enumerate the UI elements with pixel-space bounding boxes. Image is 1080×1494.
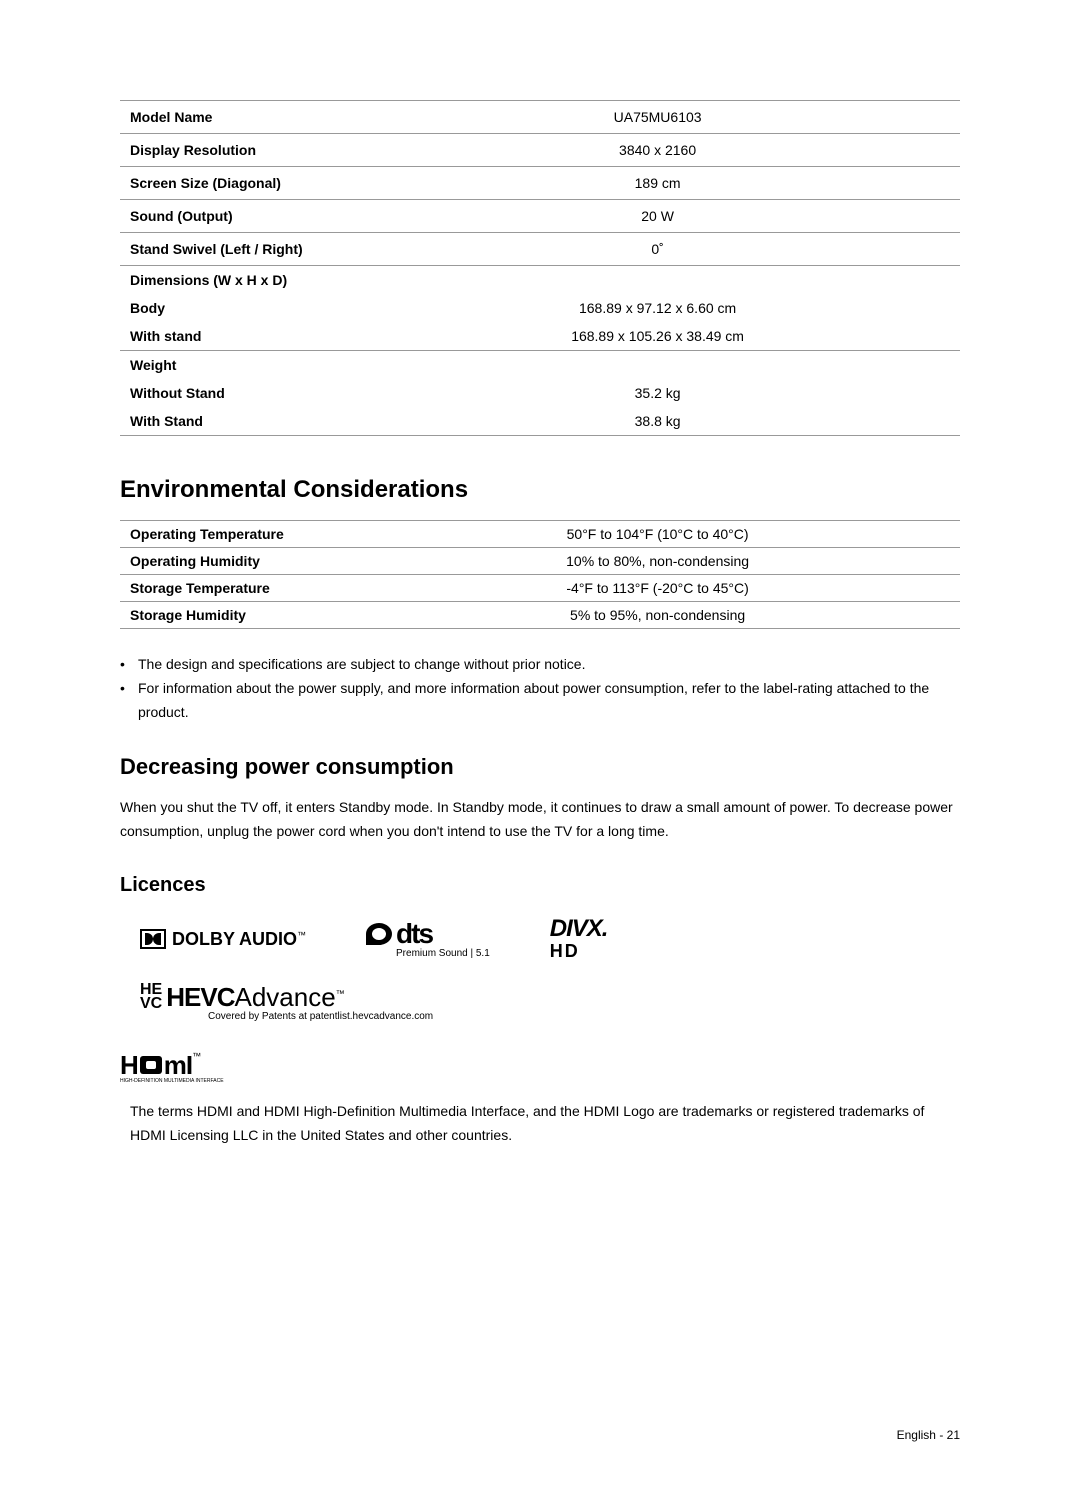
dimensions-stand-value: 168.89 x 105.26 x 38.49 cm	[355, 322, 960, 350]
env-value: -4°F to 113°F (-20°C to 45°C)	[355, 575, 960, 602]
licences-heading: Licences	[120, 874, 960, 897]
hevc-subtitle: Covered by Patents at patentlist.hevcadv…	[208, 1011, 960, 1022]
spec-value: UA75MU6103	[355, 101, 960, 134]
notes-list: The design and specifications are subjec…	[120, 653, 960, 724]
dts-text: dts	[396, 920, 432, 948]
hevc-text: HEVC	[166, 982, 234, 1013]
env-label: Storage Temperature	[120, 575, 355, 602]
spec-label: Model Name	[120, 101, 355, 134]
dimensions-body-value: 168.89 x 97.12 x 6.60 cm	[355, 294, 960, 322]
spec-value-group: 168.89 x 97.12 x 6.60 cm 168.89 x 105.26…	[355, 266, 960, 351]
dimensions-stand-label: With stand	[120, 322, 355, 350]
weight-with-label: With Stand	[120, 407, 355, 435]
divx-hd: HD	[550, 941, 608, 962]
table-row: Storage Temperature -4°F to 113°F (-20°C…	[120, 575, 960, 602]
weight-with-value: 38.8 kg	[355, 407, 960, 435]
dimensions-body-label: Body	[120, 294, 355, 322]
list-item: For information about the power supply, …	[120, 677, 960, 725]
spec-value-group: 35.2 kg 38.8 kg	[355, 351, 960, 436]
spec-value: 3840 x 2160	[355, 134, 960, 167]
spec-value: 0˚	[355, 233, 960, 266]
power-heading: Decreasing power consumption	[120, 754, 960, 780]
power-body: When you shut the TV off, it enters Stan…	[120, 796, 960, 844]
dolby-logo: DOLBY AUDIO™	[140, 929, 306, 950]
environmental-table: Operating Temperature 50°F to 104°F (10°…	[120, 520, 960, 629]
spec-value: 20 W	[355, 200, 960, 233]
specifications-table: Model Name UA75MU6103 Display Resolution…	[120, 100, 960, 436]
table-row: Sound (Output) 20 W	[120, 200, 960, 233]
table-row: Operating Humidity 10% to 80%, non-conde…	[120, 548, 960, 575]
spec-value: 189 cm	[355, 167, 960, 200]
spec-label: Stand Swivel (Left / Right)	[120, 233, 355, 266]
dimensions-title: Dimensions (W x H x D)	[120, 266, 355, 294]
env-value: 10% to 80%, non-condensing	[355, 548, 960, 575]
weight-without-label: Without Stand	[120, 379, 355, 407]
hevc-logo: HE VC HEVCAdvance™	[140, 982, 960, 1013]
dts-subtitle: Premium Sound | 5.1	[396, 948, 490, 959]
env-heading: Environmental Considerations	[120, 476, 960, 504]
hevc-advance-text: Advance™	[234, 982, 344, 1013]
hdmi-icon	[140, 1056, 162, 1074]
dolby-text: DOLBY AUDIO™	[172, 929, 306, 950]
table-row-dimensions: Dimensions (W x H x D) Body With stand 1…	[120, 266, 960, 351]
weight-without-value: 35.2 kg	[355, 379, 960, 407]
spec-label: Sound (Output)	[120, 200, 355, 233]
table-row: Model Name UA75MU6103	[120, 101, 960, 134]
hdmi-section: HmI™ HIGH-DEFINITION MULTIMEDIA INTERFAC…	[120, 1052, 960, 1148]
env-label: Operating Temperature	[120, 521, 355, 548]
page-footer: English - 21	[120, 1428, 960, 1442]
logo-row-2: HE VC HEVCAdvance™ Covered by Patents at…	[120, 982, 960, 1022]
spec-label: Screen Size (Diagonal)	[120, 167, 355, 200]
divx-logo: DIVX. HD	[550, 917, 608, 962]
hdmi-subtitle: HIGH-DEFINITION MULTIMEDIA INTERFACE	[120, 1078, 960, 1084]
spec-label-group: Dimensions (W x H x D) Body With stand	[120, 266, 355, 351]
dts-icon	[366, 923, 392, 945]
weight-title: Weight	[120, 351, 355, 379]
table-row: Screen Size (Diagonal) 189 cm	[120, 167, 960, 200]
table-row: Storage Humidity 5% to 95%, non-condensi…	[120, 602, 960, 629]
table-row-weight: Weight Without Stand With Stand 35.2 kg …	[120, 351, 960, 436]
env-value: 50°F to 104°F (10°C to 40°C)	[355, 521, 960, 548]
spec-label-group: Weight Without Stand With Stand	[120, 351, 355, 436]
hevc-icon: HE VC	[140, 983, 162, 1012]
env-label: Operating Humidity	[120, 548, 355, 575]
dolby-icon	[140, 929, 166, 949]
list-item: The design and specifications are subjec…	[120, 653, 960, 677]
table-row: Operating Temperature 50°F to 104°F (10°…	[120, 521, 960, 548]
dts-logo: dts Premium Sound | 5.1	[366, 920, 490, 959]
table-row: Stand Swivel (Left / Right) 0˚	[120, 233, 960, 266]
logo-row-1: DOLBY AUDIO™ dts Premium Sound | 5.1 DIV…	[120, 917, 960, 962]
spec-label: Display Resolution	[120, 134, 355, 167]
env-value: 5% to 95%, non-condensing	[355, 602, 960, 629]
env-label: Storage Humidity	[120, 602, 355, 629]
table-row: Display Resolution 3840 x 2160	[120, 134, 960, 167]
hdmi-logo: HmI™	[120, 1052, 960, 1078]
hdmi-body: The terms HDMI and HDMI High-Definition …	[120, 1100, 960, 1148]
divx-text: DIVX.	[550, 917, 608, 941]
